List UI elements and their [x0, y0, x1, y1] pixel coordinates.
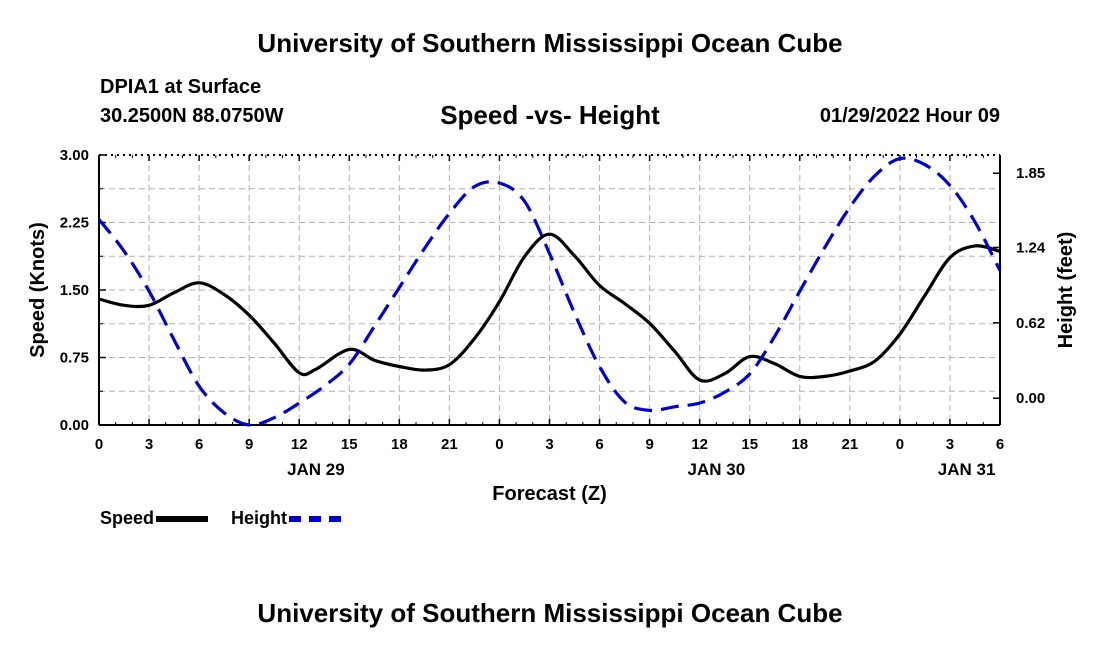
x-tick-label: 0	[896, 436, 904, 453]
x-tick-label: 3	[145, 436, 153, 453]
page-title: University of Southern Mississippi Ocean…	[257, 28, 843, 58]
y-tick-label: 0.75	[60, 350, 89, 367]
legend-speed: Speed	[100, 508, 209, 529]
forecast-datetime: 01/29/2022 Hour 09	[819, 105, 1000, 127]
legend-speed-label: Speed	[100, 508, 155, 528]
y-tick-label: 2.25	[60, 215, 89, 232]
date-label: JAN 30	[688, 460, 746, 479]
legend-height-label: Height	[231, 508, 287, 528]
y-tick-label: 3.00	[60, 147, 89, 164]
date-label: JAN 29	[287, 460, 345, 479]
footer-title: University of Southern Mississippi Ocean…	[257, 598, 843, 628]
y-tick-label: 1.50	[60, 282, 89, 299]
x-tick-label: 6	[195, 436, 203, 453]
x-tick-label: 18	[391, 436, 408, 453]
x-tick-label: 15	[341, 436, 358, 453]
y2-tick-label: 0.00	[1016, 390, 1045, 407]
x-tick-label: 9	[245, 436, 253, 453]
x-tick-label: 6	[996, 436, 1004, 453]
x-tick-label: 21	[441, 436, 458, 453]
y2-tick-label: 0.62	[1016, 315, 1045, 332]
chart-grid	[99, 155, 1000, 425]
x-tick-label: 3	[545, 436, 553, 453]
x-tick-label: 0	[495, 436, 503, 453]
axis-ticks	[98, 154, 1001, 426]
x-tick-label: 15	[741, 436, 758, 453]
legend-speed-swatch	[156, 515, 209, 522]
legend-height-swatch	[289, 515, 341, 522]
x-tick-label: 3	[946, 436, 954, 453]
x-axis-title: Forecast (Z)	[492, 483, 606, 505]
y2-axis-title: Height (feet)	[1055, 232, 1077, 349]
y-tick-label: 0.00	[60, 417, 89, 434]
chart-title: Speed -vs- Height	[440, 100, 660, 130]
x-tick-label: 6	[595, 436, 603, 453]
x-tick-label: 9	[645, 436, 653, 453]
x-tick-label: 18	[791, 436, 808, 453]
x-tick-label: 21	[841, 436, 858, 453]
y-axis-title: Speed (Knots)	[27, 222, 49, 358]
series-group	[97, 156, 1002, 427]
axis-labels: 0 3 6 9 12 15 18 21 0 3 6 9 12 15 18 21 0 3 6 0.00 0.75 1.50 2…	[27, 147, 1077, 505]
y2-tick-label: 1.24	[1016, 239, 1046, 256]
legend-height: Height	[231, 508, 341, 529]
x-tick-label: 12	[691, 436, 708, 453]
x-tick-label: 0	[95, 436, 103, 453]
coordinates-label: 30.2500N 88.0750W	[100, 105, 284, 127]
date-label: JAN 31	[938, 460, 996, 479]
x-tick-label: 12	[291, 436, 308, 453]
height-series-line	[97, 156, 1002, 427]
station-label: DPIA1 at Surface	[100, 76, 262, 98]
y2-tick-label: 1.85	[1016, 165, 1045, 182]
speed-series-line	[98, 232, 1001, 383]
